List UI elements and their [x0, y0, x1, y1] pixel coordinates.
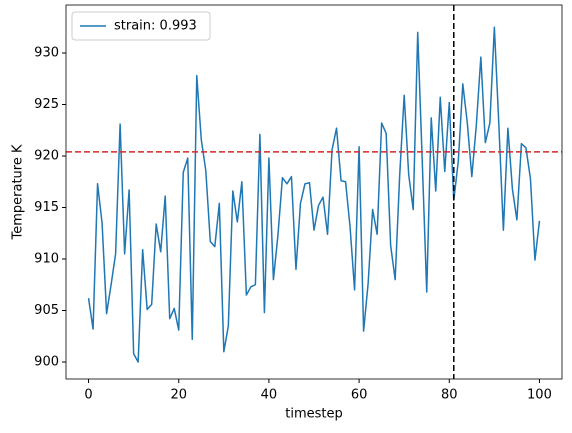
- x-tick-label: 0: [84, 388, 92, 403]
- x-axis-label: timestep: [285, 407, 343, 422]
- y-axis-label: Temperature K: [11, 144, 26, 240]
- x-tick-label: 20: [170, 388, 187, 403]
- x-tick-label: 80: [441, 388, 458, 403]
- y-tick-label: 925: [34, 97, 59, 112]
- x-tick-label: 100: [527, 388, 552, 403]
- x-tick-label: 60: [351, 388, 368, 403]
- y-tick-label: 910: [34, 252, 59, 267]
- y-tick-label: 920: [34, 149, 59, 164]
- y-tick-label: 915: [34, 200, 59, 215]
- x-tick-label: 40: [261, 388, 278, 403]
- y-tick-label: 905: [34, 303, 59, 318]
- plot-frame: [65, 4, 563, 380]
- y-tick-label: 930: [34, 45, 59, 60]
- legend-box: [71, 11, 211, 41]
- y-tick-label: 900: [34, 355, 59, 370]
- line-series: [87, 26, 541, 363]
- legend-label: strain: 0.993: [114, 19, 197, 34]
